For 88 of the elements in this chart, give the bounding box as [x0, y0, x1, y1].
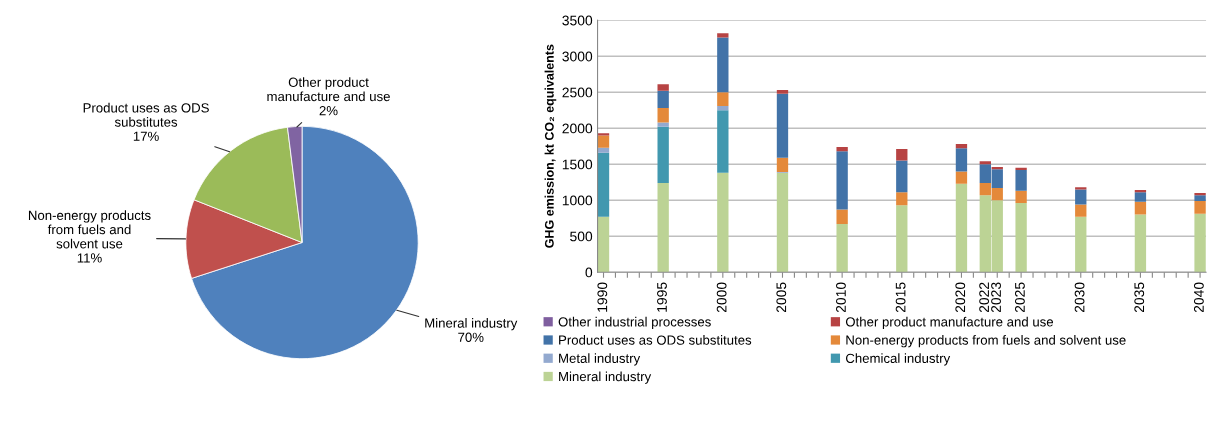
bar — [1194, 195, 1206, 201]
bar — [597, 135, 610, 148]
y-axis-title: GHG emission, kt CO₂ equivalents — [544, 44, 557, 248]
y-tick-label: 1000 — [562, 195, 593, 206]
bar — [657, 182, 669, 273]
bar — [717, 33, 729, 38]
legend-label: Other product manufacture and use — [845, 316, 1054, 330]
bar — [896, 149, 908, 161]
bar — [1075, 189, 1087, 205]
legend-label: Other industrial processes — [558, 316, 711, 330]
bar — [1134, 214, 1147, 273]
bar — [657, 126, 669, 183]
bar — [896, 192, 908, 206]
data-label: 2% — [319, 106, 338, 116]
bar — [717, 37, 729, 93]
bar — [657, 122, 669, 127]
bar — [717, 172, 729, 273]
bar — [1015, 190, 1027, 204]
data-label: 17% — [133, 131, 159, 141]
bar — [1194, 193, 1206, 196]
legend-label: Metal industry — [559, 353, 641, 366]
x-tick-label: 2015 — [895, 282, 906, 313]
bar — [657, 84, 669, 91]
bar — [776, 93, 789, 158]
slice-label: Non-energy products from fuels and solvent use — [28, 210, 151, 249]
bar — [776, 172, 789, 273]
y-tick-label: 1500 — [562, 159, 593, 170]
bar — [1075, 216, 1087, 273]
bar — [717, 110, 729, 173]
bar — [717, 92, 729, 106]
bar — [955, 171, 968, 184]
x-tick-label: 2005 — [776, 282, 787, 313]
bar — [991, 167, 1003, 170]
bar — [1194, 200, 1206, 214]
x-tick-label: 2023 — [991, 282, 1001, 313]
bar — [896, 205, 908, 273]
legend-label: Product uses as ODS substitutes — [559, 335, 752, 345]
bar — [955, 148, 968, 172]
bar — [776, 157, 789, 173]
bar — [597, 133, 610, 136]
x-tick-label: 2010 — [836, 282, 846, 313]
x-tick-label: 2030 — [1074, 282, 1085, 313]
x-tick-label: 1995 — [657, 282, 667, 312]
x-tick-label: 2000 — [716, 282, 727, 313]
bar — [1015, 169, 1027, 191]
bar — [836, 146, 848, 152]
bar — [955, 183, 968, 273]
bar — [836, 151, 848, 210]
x-tick-label: 1990 — [597, 282, 608, 312]
bar — [955, 144, 968, 149]
data-label: 11% — [77, 253, 102, 263]
bar — [979, 161, 991, 165]
bar — [597, 216, 610, 273]
bar — [1134, 201, 1147, 215]
legend-label: Chemical industry — [845, 353, 951, 366]
bar — [657, 108, 669, 123]
legend-label: Mineral industry — [559, 371, 652, 384]
bar — [896, 160, 908, 193]
x-tick-label: 2040 — [1193, 282, 1204, 313]
y-tick-label: 500 — [570, 231, 593, 242]
bar — [717, 105, 729, 111]
bar — [657, 90, 669, 109]
bar — [1075, 187, 1087, 190]
bar — [597, 147, 610, 153]
legend-label: Non-energy products from fuels and solvent use — [846, 335, 1126, 348]
y-tick-label: 0 — [585, 267, 593, 278]
y-tick-label: 3500 — [562, 15, 593, 26]
bar — [1194, 213, 1206, 273]
slice-label: Other product manufacture and use — [267, 77, 390, 102]
y-tick-label: 2000 — [562, 123, 593, 134]
bar — [1075, 204, 1087, 217]
y-tick-label: 3000 — [562, 51, 593, 62]
slice-label: Product uses as ODS substitutes — [83, 102, 209, 127]
bar — [1015, 203, 1027, 273]
bar — [776, 90, 789, 94]
x-tick-label: 2022 — [979, 282, 990, 313]
bar — [836, 223, 848, 273]
bar — [836, 209, 848, 224]
x-tick-label: 2020 — [955, 282, 966, 313]
bar — [1015, 167, 1027, 170]
x-tick-label: 2035 — [1134, 282, 1145, 313]
bar — [1134, 190, 1147, 193]
x-tick-label: 2025 — [1015, 282, 1025, 313]
data-label: 70% — [458, 332, 484, 342]
slice-label: Mineral industry — [425, 318, 518, 331]
y-tick-label: 2500 — [562, 87, 593, 98]
bar — [1134, 192, 1147, 202]
bar — [597, 152, 610, 217]
